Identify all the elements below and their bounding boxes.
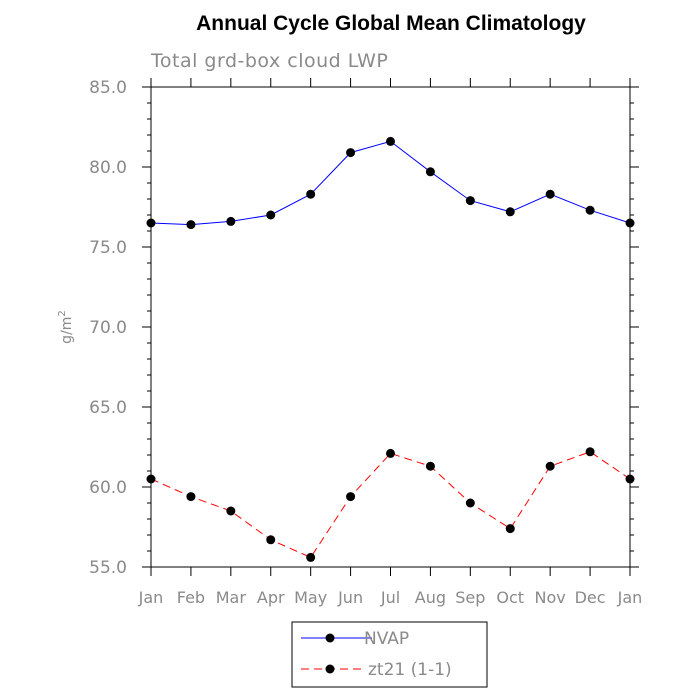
series-2-point [625,474,635,484]
x-tick-label: Nov [535,588,566,607]
series-1-point [585,205,595,215]
series-2-point [306,552,316,562]
series-1-point [306,189,316,199]
plot-frame [150,86,631,568]
series-2-point [226,506,236,516]
x-tick-label: Jan [617,588,643,607]
x-tick-label: Apr [257,588,285,607]
x-tick-label: Jul [380,588,400,607]
series-1-point [465,196,475,206]
series-2-point [545,461,555,471]
x-tick-label: May [294,588,327,607]
chart-subtitle: Total grd-box cloud LWP [150,50,388,72]
series-1-point [425,167,435,177]
series-2-point [386,448,395,458]
series-1-point [346,148,356,158]
plot-axes: 55.0 60.0 65.0 70.0 75.0 80.0 85.0 Jan Feb Mar Apr… [89,78,642,607]
x-tick-label: Dec [575,588,606,607]
series-2-line [150,451,631,559]
series-2-point [146,474,156,484]
x-tick-label: Feb [177,588,205,607]
y-tick-label: 60.0 [89,478,127,498]
y-tick-label: 55.0 [89,558,127,578]
legend-label-nvap: NVAP [364,629,409,649]
x-tick-label: Aug [415,588,446,607]
chart-title: Annual Cycle Global Mean Climatology [196,12,586,35]
legend-marker-nvap [325,633,335,643]
y-tick-label: 85.0 [89,78,127,98]
legend-label-zt21: zt21 (1-1) [368,660,452,680]
series-2-point [186,492,196,502]
series-2-point [425,461,435,471]
x-tick-label: Mar [216,588,247,607]
x-tick-label: Jun [337,588,363,607]
series-2-point [585,447,595,457]
series-2-point [346,492,356,502]
series-1-point [226,216,236,226]
series-2-point [266,535,276,545]
series-1-line [150,140,631,226]
y-axis-label: g/m2 [57,310,75,344]
legend-marker-zt21 [325,664,335,674]
y-tick-label: 75.0 [89,238,127,258]
y-tick-label: 65.0 [89,398,127,418]
series-1-point [505,207,515,217]
series-1-point [625,218,635,228]
x-tick-label: Sep [455,588,485,607]
legend: NVAP zt21 (1-1) [291,621,488,688]
y-tick-label: 70.0 [89,318,127,338]
series-1-point [146,218,156,228]
series-layer [146,136,635,562]
series-1-point [266,210,276,220]
series-1-point [186,220,196,230]
y-tick-label: 80.0 [89,158,127,178]
series-2-point [465,498,475,508]
x-tick-label: Jan [138,588,164,607]
series-2-point [505,524,515,534]
series-1-point [545,189,555,199]
y-axis-label-superscript: 2 [57,310,68,316]
series-1-point [386,136,395,146]
x-tick-label: Oct [496,588,524,607]
legend-box [291,621,488,688]
